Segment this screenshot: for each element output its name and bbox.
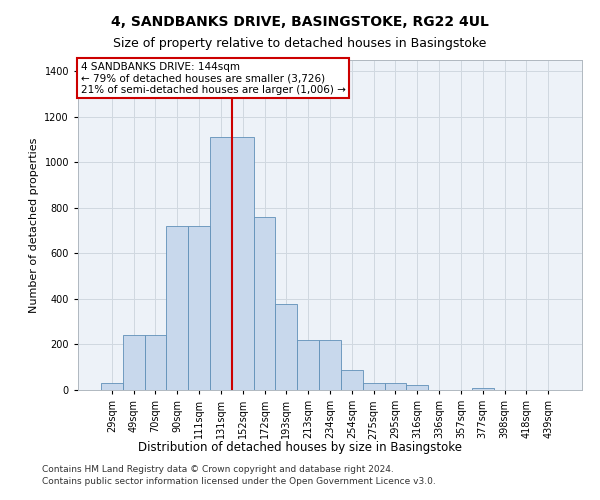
Bar: [123, 336, 145, 390]
Bar: [275, 304, 297, 390]
Bar: [145, 336, 166, 390]
Text: 4, SANDBANKS DRIVE, BASINGSTOKE, RG22 4UL: 4, SANDBANKS DRIVE, BASINGSTOKE, RG22 4U…: [111, 15, 489, 29]
Text: Distribution of detached houses by size in Basingstoke: Distribution of detached houses by size …: [138, 441, 462, 454]
Text: Contains public sector information licensed under the Open Government Licence v3: Contains public sector information licen…: [42, 477, 436, 486]
Bar: [406, 386, 428, 390]
Bar: [166, 226, 188, 390]
Bar: [297, 340, 319, 390]
Text: Contains HM Land Registry data © Crown copyright and database right 2024.: Contains HM Land Registry data © Crown c…: [42, 466, 394, 474]
Bar: [341, 370, 363, 390]
Bar: [232, 138, 254, 390]
Bar: [210, 138, 232, 390]
Y-axis label: Number of detached properties: Number of detached properties: [29, 138, 39, 312]
Bar: [188, 226, 210, 390]
Bar: [254, 217, 275, 390]
Text: Size of property relative to detached houses in Basingstoke: Size of property relative to detached ho…: [113, 38, 487, 51]
Bar: [385, 383, 406, 390]
Bar: [319, 340, 341, 390]
Bar: [472, 388, 494, 390]
Text: 4 SANDBANKS DRIVE: 144sqm
← 79% of detached houses are smaller (3,726)
21% of se: 4 SANDBANKS DRIVE: 144sqm ← 79% of detac…: [80, 62, 346, 95]
Bar: [363, 383, 385, 390]
Bar: [101, 383, 123, 390]
